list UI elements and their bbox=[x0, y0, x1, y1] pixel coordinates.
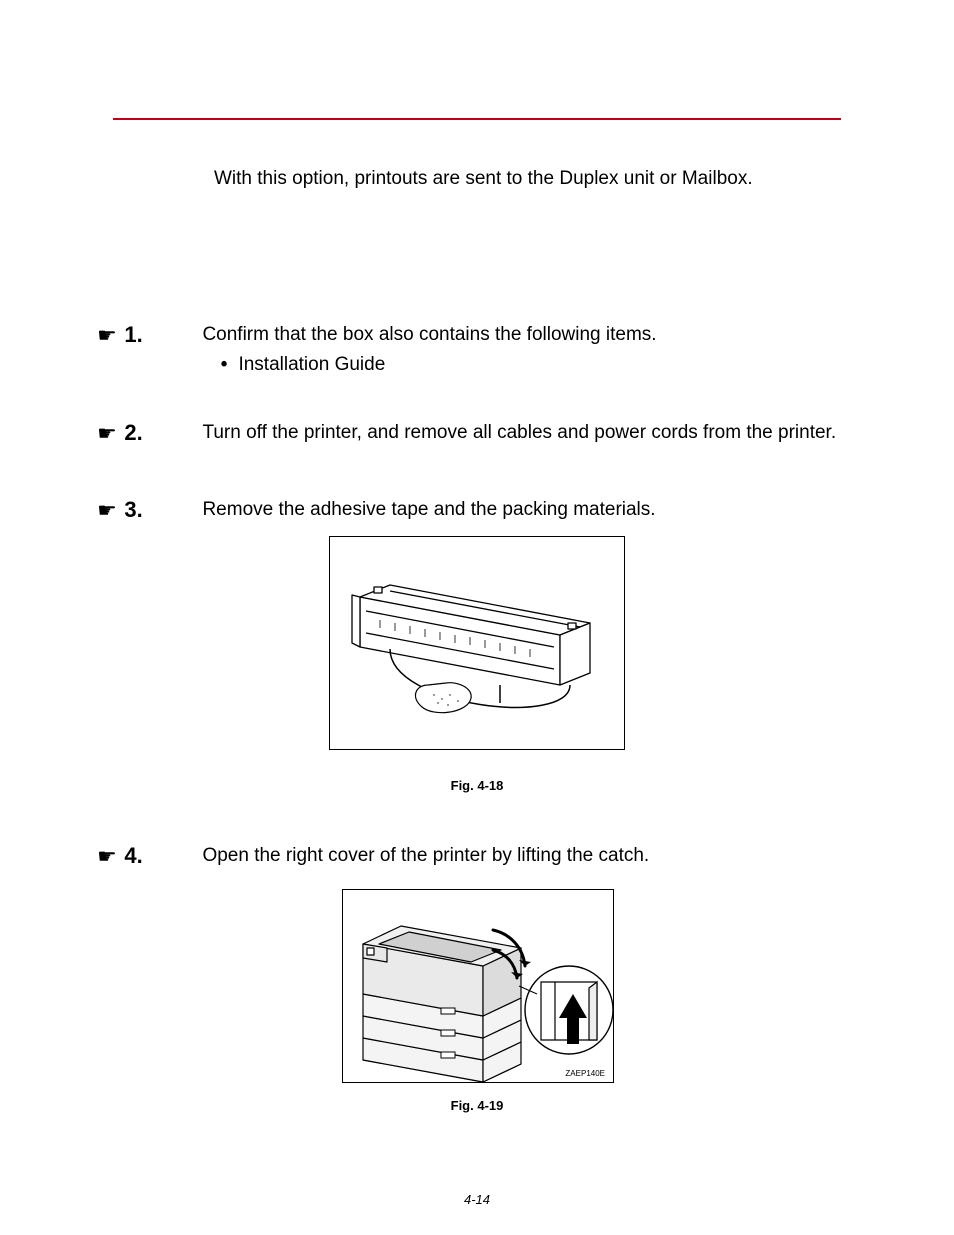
figure-4-18-illustration bbox=[330, 537, 626, 751]
step-1-bullet: •Installation Guide bbox=[202, 352, 842, 378]
step-2-text: Turn off the printer, and remove all cab… bbox=[202, 420, 842, 446]
bullet-icon: • bbox=[220, 352, 238, 378]
pointer-icon: ☛ bbox=[97, 421, 117, 446]
figure-code: ZAEP140E bbox=[565, 1069, 605, 1078]
pointer-icon: ☛ bbox=[97, 323, 117, 348]
step-2: ☛ 2. Turn off the printer, and remove al… bbox=[98, 420, 858, 446]
step-3: ☛ 3. Remove the adhesive tape and the pa… bbox=[98, 497, 858, 523]
figure-4-18-caption: Fig. 4-18 bbox=[0, 778, 954, 793]
step-3-text: Remove the adhesive tape and the packing… bbox=[202, 497, 842, 523]
step-3-number: 3. bbox=[124, 497, 142, 522]
step-1-text: Confirm that the box also contains the f… bbox=[202, 324, 656, 345]
step-1: ☛ 1. Confirm that the box also contains … bbox=[98, 322, 858, 377]
step-1-number: 1. bbox=[124, 322, 142, 347]
header-rule bbox=[113, 118, 841, 120]
figure-4-18 bbox=[329, 536, 625, 750]
figure-4-19-caption: Fig. 4-19 bbox=[0, 1098, 954, 1113]
figure-4-19: ZAEP140E bbox=[342, 889, 614, 1083]
step-4: ☛ 4. Open the right cover of the printer… bbox=[98, 843, 858, 869]
step-4-text: Open the right cover of the printer by l… bbox=[202, 843, 842, 869]
step-2-number: 2. bbox=[124, 420, 142, 445]
pointer-icon: ☛ bbox=[97, 498, 117, 523]
pointer-icon: ☛ bbox=[97, 844, 117, 869]
page-number: 4-14 bbox=[0, 1192, 954, 1207]
intro-paragraph: With this option, printouts are sent to … bbox=[214, 168, 753, 190]
step-2-marker: ☛ 2. bbox=[98, 420, 198, 446]
step-1-marker: ☛ 1. bbox=[98, 322, 198, 348]
step-1-body: Confirm that the box also contains the f… bbox=[202, 322, 842, 377]
step-4-marker: ☛ 4. bbox=[98, 843, 198, 869]
bullet-text: Installation Guide bbox=[238, 354, 385, 375]
figure-4-19-illustration: ZAEP140E bbox=[343, 890, 615, 1084]
step-3-marker: ☛ 3. bbox=[98, 497, 198, 523]
step-4-number: 4. bbox=[124, 843, 142, 868]
